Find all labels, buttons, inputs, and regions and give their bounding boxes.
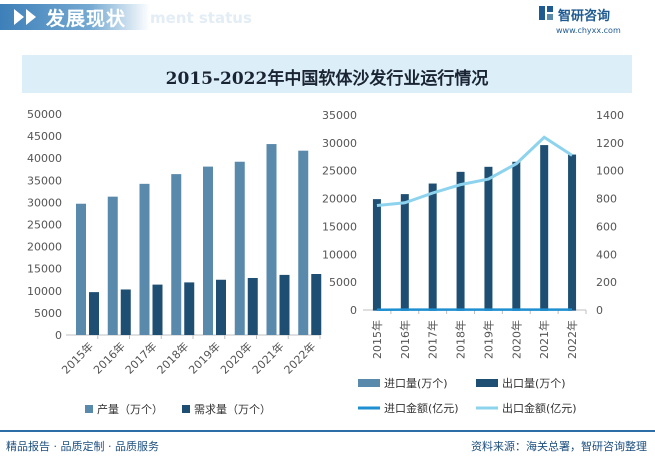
brand-logo-icon (538, 5, 554, 21)
export-volume-bar (401, 194, 409, 310)
left-y-tick-label: 20000 (27, 241, 62, 254)
production-bar (171, 174, 181, 335)
right-chart-y-tick-label: 0 (350, 304, 357, 317)
left-x-tick-label: 2018年 (154, 339, 191, 376)
production-bar (267, 144, 277, 335)
right-chart-y-tick-label: 30000 (322, 137, 357, 150)
right-chart-y-tick-label: 25000 (322, 165, 357, 178)
production-bar (76, 204, 86, 335)
right-x-tick-label: 2019年 (481, 320, 495, 359)
left-x-tick-label: 2015年 (59, 339, 96, 376)
legend-production-swatch (85, 405, 93, 413)
demand-bar (184, 282, 194, 335)
footer-slogan: 精品报告 · 品质定制 · 品质服务 (6, 438, 159, 454)
right-x-tick-label: 2020年 (509, 320, 523, 359)
right-chart-y2-tick-label: 400 (596, 248, 617, 261)
export-volume-bar (429, 184, 437, 310)
right-chart-y2-tick-label: 0 (596, 304, 603, 317)
right-x-tick-label: 2015年 (370, 320, 384, 359)
demand-bar (311, 274, 321, 335)
production-bar (140, 184, 150, 335)
section-title: 发展现状 (46, 4, 126, 31)
demand-bar (89, 292, 99, 335)
export-volume-bar (512, 162, 520, 310)
left-y-tick-label: 15000 (27, 263, 62, 276)
legend-demand-swatch (182, 405, 190, 413)
legend-import-value-label: 进口金额(亿元) (384, 401, 459, 415)
left-x-tick-label: 2022年 (281, 339, 318, 376)
demand-bar (216, 280, 226, 335)
brand-name: 智研咨询 (558, 5, 610, 24)
left-x-tick-label: 2020年 (217, 339, 254, 376)
right-chart-y2-tick-label: 600 (596, 220, 617, 233)
right-chart-y2-tick-label: 800 (596, 193, 617, 206)
production-bar (108, 197, 118, 335)
left-x-tick-label: 2017年 (122, 339, 159, 376)
left-x-tick-label: 2021年 (249, 339, 286, 376)
right-chart-y-tick-label: 35000 (322, 109, 357, 122)
left-x-tick-label: 2016年 (90, 339, 127, 376)
legend-export-volume-swatch (476, 379, 498, 387)
left-y-tick-label: 5000 (34, 307, 62, 320)
demand-bar (153, 285, 163, 335)
legend-production-label: 产量（万个） (97, 402, 163, 416)
export-volume-bar (373, 199, 381, 310)
section-subtitle: ment status (150, 9, 252, 27)
right-x-tick-label: 2022年 (565, 320, 579, 359)
demand-bar (280, 275, 290, 335)
chevron-right-icon (26, 9, 36, 25)
right-chart-y2-tick-label: 1200 (596, 137, 624, 150)
left-x-tick-label: 2019年 (186, 339, 223, 376)
right-x-tick-label: 2018年 (454, 320, 468, 359)
chart-area: 0500010000150002000025000300003500040000… (0, 95, 655, 430)
right-x-tick-label: 2016年 (398, 320, 412, 359)
legend-export-value-label: 出口金额(亿元) (502, 401, 577, 415)
right-chart-y-tick-label: 5000 (329, 276, 357, 289)
production-bar (298, 151, 308, 335)
right-chart-y2-tick-label: 1400 (596, 109, 624, 122)
demand-bar (121, 289, 131, 335)
right-x-tick-label: 2017年 (426, 320, 440, 359)
right-chart-y2-tick-label: 1000 (596, 165, 624, 178)
export-volume-bar (484, 167, 492, 310)
legend-export-volume-label: 出口量(万个) (502, 376, 566, 390)
export-volume-bar (568, 155, 576, 310)
legend-demand-label: 需求量（万个） (194, 403, 271, 416)
production-bar (203, 167, 213, 335)
left-y-tick-label: 35000 (27, 174, 62, 187)
demand-bar (248, 278, 258, 335)
production-bar (235, 162, 245, 335)
brand-url[interactable]: www.chyxx.com (556, 26, 621, 35)
left-y-tick-label: 45000 (27, 130, 62, 143)
left-y-tick-label: 25000 (27, 219, 62, 232)
footer: 精品报告 · 品质定制 · 品质服务 资料来源：海关总署，智研咨询整理 (0, 430, 655, 457)
left-y-tick-label: 40000 (27, 152, 62, 165)
right-chart-y-tick-label: 10000 (322, 248, 357, 261)
right-chart-y-tick-label: 15000 (322, 220, 357, 233)
export-volume-bar (457, 172, 465, 310)
chevron-right-icon (14, 9, 24, 25)
left-y-tick-label: 10000 (27, 285, 62, 298)
legend-import-volume-label: 进口量(万个) (384, 377, 448, 390)
footer-source: 资料来源：海关总署，智研咨询整理 (471, 438, 647, 454)
right-chart-y2-tick-label: 200 (596, 276, 617, 289)
right-x-tick-label: 2021年 (537, 320, 551, 359)
export-volume-bar (540, 145, 548, 310)
legend-import-volume-swatch (358, 379, 380, 387)
left-y-tick-label: 0 (55, 329, 62, 342)
right-chart-y-tick-label: 20000 (322, 193, 357, 206)
left-y-tick-label: 30000 (27, 196, 62, 209)
header: 发展现状 ment status 智研咨询 www.chyxx.com (0, 0, 655, 38)
chart-title: 2015-2022年中国软体沙发行业运行情况 (22, 64, 632, 89)
chart-title-box: 2015-2022年中国软体沙发行业运行情况 (22, 55, 632, 93)
left-y-tick-label: 50000 (27, 108, 62, 121)
